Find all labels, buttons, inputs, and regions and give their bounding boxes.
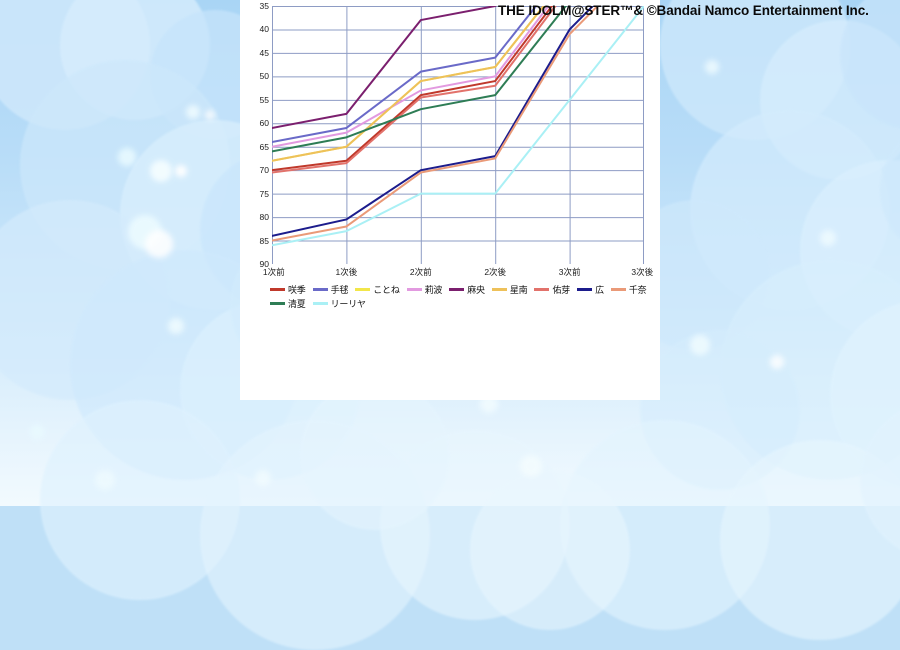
legend-item-莉波[interactable]: 莉波 xyxy=(406,282,443,296)
y-tick-80: 80 xyxy=(259,211,269,222)
series-line-清夏 xyxy=(272,6,568,153)
x-tick-1次前: 1次前 xyxy=(262,267,285,277)
line-chart-svg xyxy=(272,6,644,264)
series-line-リーリヤ xyxy=(272,6,644,247)
series-line-手毬 xyxy=(272,6,538,144)
legend-item-千奈[interactable]: 千奈 xyxy=(610,282,647,296)
legend-label: ことね xyxy=(373,284,400,295)
legend-label: リーリヤ xyxy=(330,298,366,309)
y-tick-45: 45 xyxy=(259,47,269,58)
y-tick-90: 90 xyxy=(259,258,269,269)
y-tick-70: 70 xyxy=(259,164,269,175)
y-tick-65: 65 xyxy=(259,141,269,152)
legend-swatch-icon xyxy=(534,287,550,291)
legend-label: 莉波 xyxy=(424,284,443,295)
legend-swatch-icon xyxy=(491,287,507,291)
legend-swatch-icon xyxy=(270,287,285,291)
legend-swatch-icon xyxy=(312,287,328,291)
x-tick-3次後: 3次後 xyxy=(631,267,654,277)
plot-canvas xyxy=(272,6,644,264)
legend-item-清夏[interactable]: 清夏 xyxy=(270,296,306,310)
legend-swatch-icon xyxy=(406,287,422,291)
series-line-莉波 xyxy=(272,6,550,148)
legend-label: 清夏 xyxy=(288,298,306,309)
chart-panel: 35 40 45 50 55 60 65 70 75 80 85 90 1次前 1次後 2次前 2次後 3次前… xyxy=(240,0,660,400)
legend-swatch-icon xyxy=(355,287,371,291)
y-tick-75: 75 xyxy=(259,188,269,199)
legend-item-手毬[interactable]: 手毬 xyxy=(312,282,349,296)
legend-item-星南[interactable]: 星南 xyxy=(491,282,528,296)
y-tick-35: 35 xyxy=(259,0,269,11)
legend-swatch-icon xyxy=(577,287,593,291)
series-line-千奈 xyxy=(272,6,599,242)
y-tick-40: 40 xyxy=(259,24,269,35)
legend-label: 星南 xyxy=(509,284,528,295)
y-tick-85: 85 xyxy=(259,235,269,246)
legend-item-咲季[interactable]: 咲季 xyxy=(270,282,306,296)
legend-label: 千奈 xyxy=(628,284,647,295)
legend-swatch-icon xyxy=(610,287,626,291)
legend-item-麻央[interactable]: 麻央 xyxy=(449,282,485,296)
x-tick-1次後: 1次後 xyxy=(335,267,358,277)
legend-label: 麻央 xyxy=(467,284,485,295)
y-tick-50: 50 xyxy=(259,71,269,82)
x-tick-3次前: 3次前 xyxy=(558,267,581,277)
y-tick-60: 60 xyxy=(259,118,269,129)
x-axis-ticks: 1次前 1次後 2次前 2次後 3次前 3次後 xyxy=(263,266,653,280)
series-line-咲季 xyxy=(272,6,554,172)
legend-label: 手毬 xyxy=(330,284,349,295)
x-tick-2次後: 2次後 xyxy=(484,267,507,277)
series-line-佑芽 xyxy=(272,6,557,174)
y-tick-55: 55 xyxy=(259,94,269,105)
legend-swatch-icon xyxy=(449,287,465,291)
legend-swatch-icon xyxy=(270,301,285,305)
series-line-広 xyxy=(272,6,595,237)
legend-item-リーリヤ[interactable]: リーリヤ xyxy=(312,296,366,310)
copyright-text: THE IDOLM@STER™& ©Bandai Namco Entertain… xyxy=(498,3,869,18)
chart-legend: 咲季 手毬 ことね 莉波 麻央 星南 佑芽 広 千奈清夏 リーリヤ xyxy=(270,282,662,310)
legend-item-ことね[interactable]: ことね xyxy=(355,282,400,296)
series-line-星南 xyxy=(272,6,545,162)
legend-item-広[interactable]: 広 xyxy=(577,282,604,296)
x-tick-2次前: 2次前 xyxy=(409,267,432,277)
plot-area: 35 40 45 50 55 60 65 70 75 80 85 90 xyxy=(260,2,644,268)
legend-item-佑芽[interactable]: 佑芽 xyxy=(534,282,570,296)
legend-label: 佑芽 xyxy=(552,284,571,295)
legend-label: 広 xyxy=(595,284,604,295)
legend-row: 咲季 手毬 ことね 莉波 麻央 星南 佑芽 広 千奈清夏 リーリヤ xyxy=(270,282,662,310)
legend-swatch-icon xyxy=(312,301,328,305)
series-line-麻央 xyxy=(272,6,497,129)
legend-label: 咲季 xyxy=(288,284,306,295)
